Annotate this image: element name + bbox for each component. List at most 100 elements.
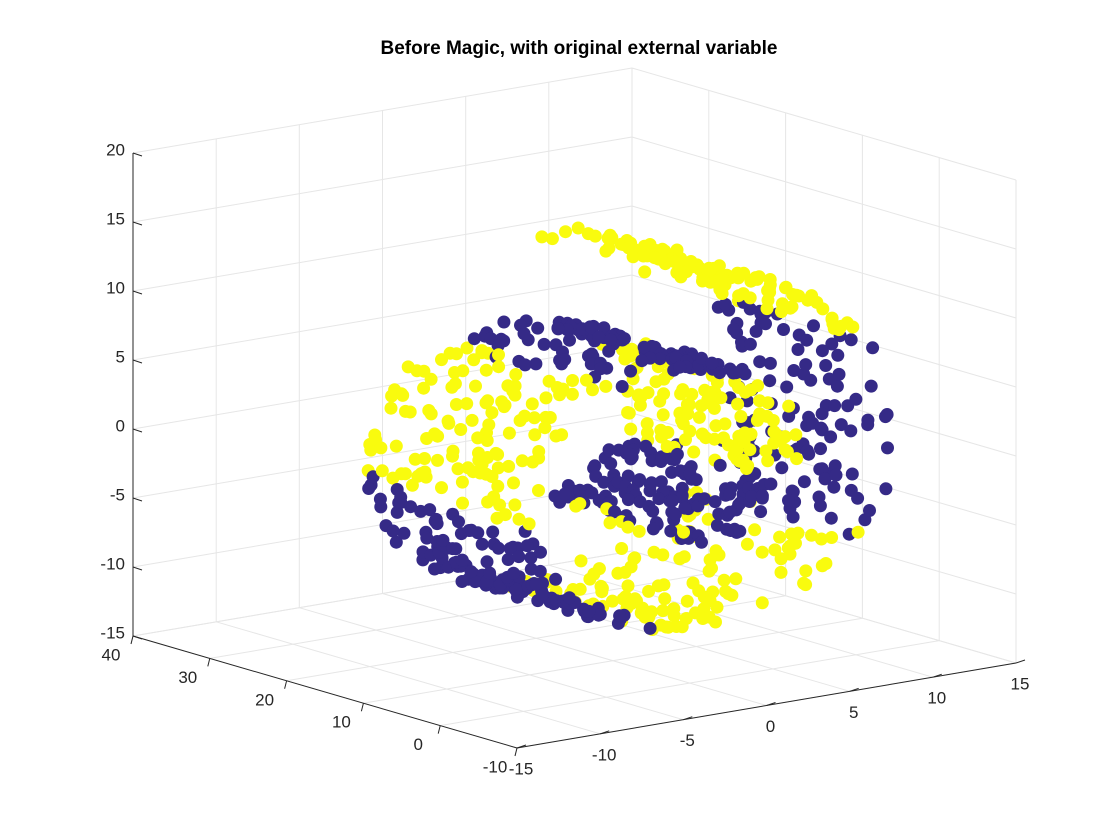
scatter-point [601, 231, 615, 245]
scatter-point [543, 411, 557, 424]
scatter-point [502, 459, 516, 473]
scatter-point [398, 467, 412, 481]
scatter-point [778, 430, 792, 444]
scatter-point [718, 417, 732, 431]
scatter-point [755, 545, 769, 559]
z-tick-label: 10 [106, 278, 125, 297]
x-tick-label: -15 [509, 759, 534, 778]
scatter-point [652, 492, 666, 506]
scatter-point [449, 398, 463, 411]
scatter-point [761, 396, 775, 410]
scatter-point [522, 517, 536, 531]
y-tick-label: 10 [332, 713, 351, 732]
scatter-point [480, 434, 494, 447]
scatter-point [604, 333, 618, 347]
scatter-point [608, 505, 622, 519]
scatter-point [386, 524, 400, 538]
scatter-point [446, 542, 460, 556]
scatter-point [448, 377, 462, 391]
scatter-point [651, 579, 665, 593]
scatter-point [420, 531, 434, 545]
scatter-point [485, 406, 499, 420]
scatter-point [529, 357, 543, 371]
scatter-point [777, 323, 790, 336]
x-tick-label: -5 [680, 731, 695, 750]
scatter-point [492, 348, 505, 362]
scatter-point [481, 394, 495, 408]
z-tick-label: -5 [110, 485, 125, 504]
scatter-point [602, 344, 616, 358]
scatter-points [361, 221, 894, 636]
scatter-point [389, 439, 403, 453]
scatter-point [636, 249, 650, 263]
scatter-point [695, 351, 708, 365]
scatter-point [754, 505, 768, 519]
scatter-point [653, 352, 667, 366]
scatter-point [626, 250, 640, 264]
scatter-point [736, 287, 750, 301]
scatter-point [603, 516, 617, 530]
scatter-point [623, 447, 637, 461]
grid-line-z [631, 274, 1017, 388]
scatter-point [753, 355, 767, 369]
scatter-point [807, 319, 820, 333]
scatter-point [491, 479, 505, 493]
scatter-point [675, 620, 689, 634]
scatter-point [389, 535, 403, 549]
scatter-point [656, 604, 670, 618]
scatter-point [559, 225, 572, 239]
scatter-point [815, 462, 829, 476]
scatter-point [678, 501, 692, 515]
x-tick-mark [516, 744, 527, 749]
scatter-point [464, 523, 478, 537]
scatter-point [763, 278, 777, 292]
scatter-point [729, 572, 743, 586]
scatter-point [640, 426, 654, 440]
scatter-point [565, 387, 579, 401]
scatter-point [748, 523, 762, 537]
scatter-point [829, 468, 843, 482]
scatter-point [814, 442, 827, 456]
scatter-point [594, 362, 607, 376]
scatter-point [632, 524, 646, 538]
scatter-point [465, 413, 479, 427]
scatter-point [397, 526, 411, 540]
scatter-point [718, 297, 732, 311]
scatter-point [703, 263, 717, 277]
y-tick-mark [437, 725, 441, 734]
scatter-point [687, 445, 701, 459]
scatter-point [492, 360, 506, 374]
scatter-point [549, 572, 563, 586]
scatter-point [790, 452, 804, 466]
scatter-point [695, 535, 708, 549]
scatter-point [399, 404, 412, 418]
scatter-point [532, 484, 545, 497]
scatter-point [789, 428, 803, 442]
scatter-point [621, 469, 635, 483]
z-tick-mark [132, 566, 143, 571]
z-tick-label: 15 [106, 209, 125, 228]
scatter-point [804, 373, 818, 387]
scatter-point [533, 564, 547, 578]
scatter-point [422, 404, 436, 417]
axes [130, 152, 1026, 757]
scatter-point [751, 379, 765, 393]
scatter-point [574, 554, 588, 568]
scatter-point [819, 557, 833, 570]
z-tick-label: -10 [100, 554, 125, 573]
scatter-point [508, 388, 522, 402]
scatter-point [493, 498, 507, 512]
scatter-point [535, 230, 549, 244]
scatter-point [715, 272, 729, 286]
scatter-point [828, 459, 842, 473]
scatter-point [551, 322, 565, 336]
scatter-point [863, 504, 876, 517]
scatter-point [646, 522, 660, 536]
scatter-point [537, 337, 551, 351]
scatter-point [528, 428, 542, 442]
scatter-point [366, 470, 380, 484]
scatter-point [844, 333, 858, 347]
scatter-point [783, 301, 797, 315]
scatter-point [766, 414, 780, 427]
scatter-point [482, 418, 496, 432]
